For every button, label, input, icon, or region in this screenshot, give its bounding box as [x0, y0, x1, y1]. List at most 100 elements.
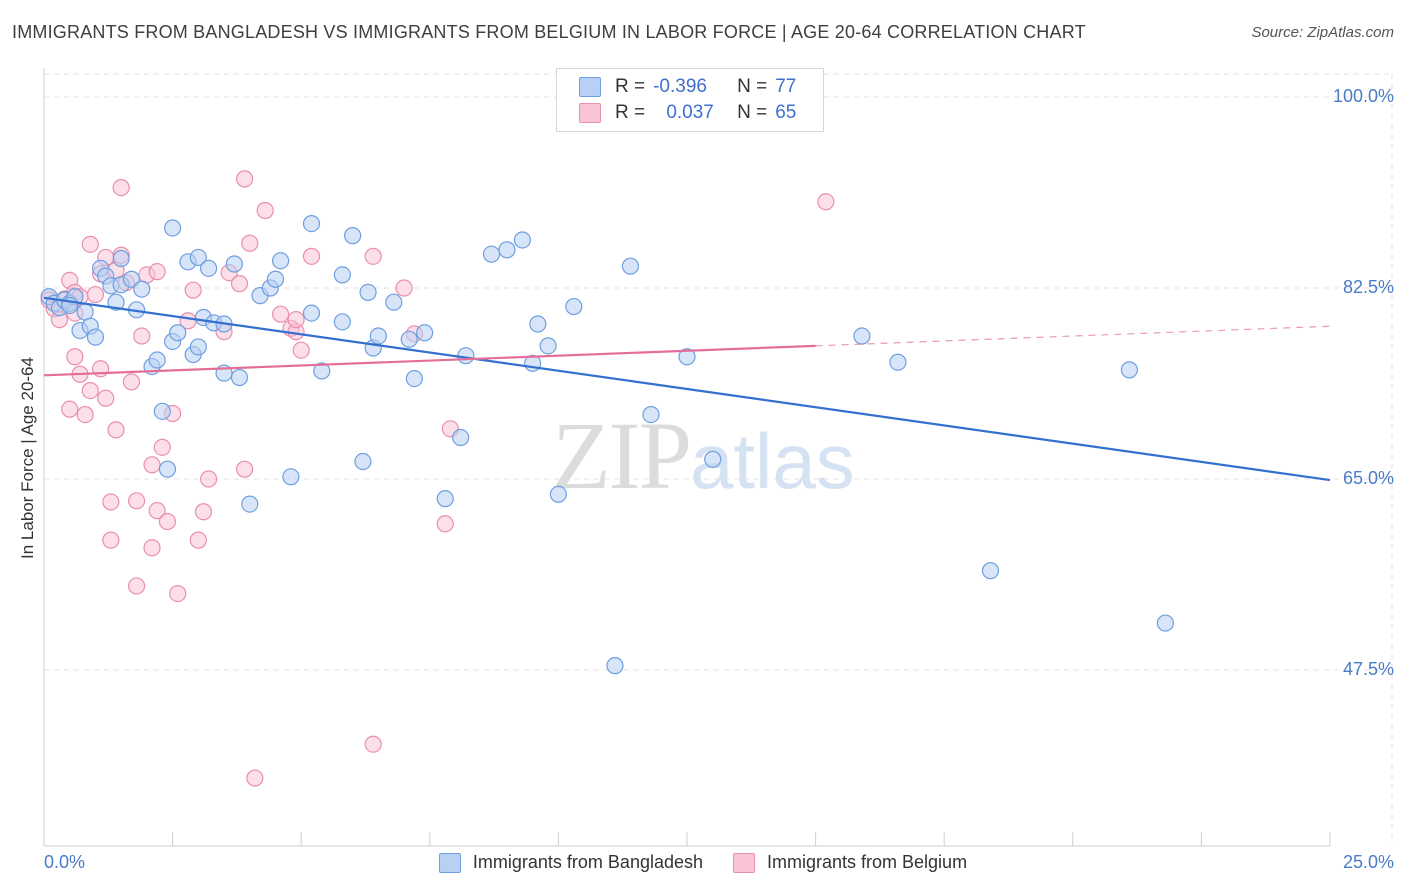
point-bangladesh-55	[400, 330, 418, 348]
point-belgium-48	[246, 769, 264, 787]
series-legend-bangladesh: Immigrants from Bangladesh	[438, 852, 704, 873]
point-belgium-47	[241, 234, 259, 252]
series-bangladesh-points	[40, 215, 1174, 675]
point-bangladesh-47	[333, 266, 351, 284]
legend-row-bangladesh: R = -0.396 N = 77	[579, 75, 796, 99]
point-bangladesh-43	[282, 468, 300, 486]
legend-swatch-bangladesh	[579, 77, 601, 97]
point-bangladesh-21	[148, 351, 166, 369]
point-bangladesh-53	[369, 327, 387, 345]
legend-n-value: 77	[775, 76, 797, 97]
point-belgium-58	[395, 279, 413, 297]
point-belgium-53	[287, 311, 305, 329]
point-bangladesh-73	[853, 327, 871, 345]
point-belgium-31	[143, 456, 161, 474]
legend-r-value: -0.396	[653, 76, 707, 97]
legend-swatch-belgium	[579, 103, 601, 123]
point-belgium-8	[61, 400, 79, 418]
point-bangladesh-75	[981, 562, 1000, 580]
point-belgium-46	[236, 460, 254, 478]
point-bangladesh-26	[169, 324, 187, 342]
y-tick-65: 65.0%	[1342, 468, 1394, 488]
point-bangladesh-72	[678, 348, 696, 366]
series-legend: Immigrants from Bangladesh Immigrants fr…	[0, 852, 1406, 873]
point-bangladesh-74	[889, 353, 907, 371]
series-belgium-points	[40, 170, 835, 787]
point-bangladesh-63	[513, 231, 531, 249]
point-bangladesh-32	[200, 259, 218, 277]
point-bangladesh-38	[241, 495, 259, 513]
x-tick-min: 0.0%	[44, 852, 86, 872]
point-belgium-25	[122, 373, 141, 391]
point-belgium-41	[194, 503, 213, 521]
point-bangladesh-78	[704, 450, 722, 468]
point-bangladesh-69	[606, 657, 624, 675]
point-bangladesh-16	[112, 249, 130, 268]
point-belgium-20	[102, 493, 120, 511]
point-belgium-35	[158, 512, 177, 531]
series-name-belgium: Immigrants from Belgium	[767, 852, 968, 872]
point-belgium-13	[81, 235, 99, 253]
point-bangladesh-60	[457, 347, 475, 365]
y-tick-100: 100.0%	[1332, 86, 1394, 106]
point-belgium-28	[133, 327, 151, 345]
point-bangladesh-25	[164, 219, 182, 237]
point-belgium-40	[189, 531, 207, 549]
point-bangladesh-68	[565, 297, 583, 316]
point-bangladesh-19	[133, 280, 151, 298]
point-bangladesh-71	[642, 406, 660, 424]
point-bangladesh-51	[359, 283, 377, 301]
point-belgium-33	[148, 502, 166, 520]
point-belgium-11	[76, 406, 94, 424]
point-bangladesh-23	[158, 460, 177, 478]
point-bangladesh-30	[189, 248, 207, 267]
point-bangladesh-49	[344, 227, 362, 245]
series-legend-belgium: Immigrants from Belgium	[733, 852, 967, 873]
point-belgium-60	[436, 515, 454, 533]
point-bangladesh-44	[302, 304, 321, 322]
point-belgium-30	[143, 539, 161, 557]
legend-row-belgium: R = 0.037 N = 65	[579, 101, 796, 125]
axes	[43, 68, 1331, 847]
chart-title: IMMIGRANTS FROM BANGLADESH VS IMMIGRANTS…	[12, 22, 1086, 42]
point-belgium-42	[200, 470, 218, 488]
trend-lines	[43, 296, 1331, 482]
legend-n-label: N =	[737, 102, 768, 123]
point-bangladesh-46	[313, 362, 331, 380]
point-bangladesh-62	[498, 241, 516, 259]
point-bangladesh-61	[482, 245, 501, 263]
point-belgium-64	[236, 170, 254, 188]
point-bangladesh-22	[153, 402, 171, 420]
trend-line-belgium-extension	[815, 325, 1331, 347]
y-tick-82-5: 82.5%	[1342, 277, 1394, 297]
series-swatch-belgium	[733, 852, 756, 873]
trend-line-bangladesh	[43, 296, 1331, 482]
point-belgium-62	[817, 193, 835, 211]
point-bangladesh-66	[539, 337, 557, 355]
point-belgium-12	[81, 381, 99, 400]
point-belgium-50	[272, 305, 290, 323]
point-bangladesh-7	[76, 303, 94, 321]
point-bangladesh-48	[333, 313, 351, 331]
legend-n-label: N =	[737, 76, 768, 97]
point-belgium-39	[184, 281, 202, 299]
point-bangladesh-37	[230, 368, 249, 387]
point-bangladesh-57	[416, 324, 434, 342]
y-axis-label: In Labor Force | Age 20-64	[18, 357, 37, 559]
point-belgium-26	[127, 492, 146, 510]
point-belgium-37	[169, 584, 187, 603]
point-bangladesh-58	[436, 490, 454, 508]
legend-n-value: 65	[775, 102, 797, 123]
point-bangladesh-42	[272, 252, 290, 270]
y-tick-47-5: 47.5%	[1342, 659, 1394, 679]
point-bangladesh-54	[385, 293, 403, 311]
source-label: Source: ZipAtlas.com	[1251, 24, 1394, 41]
point-bangladesh-14	[107, 293, 125, 311]
series-name-bangladesh: Immigrants from Bangladesh	[472, 852, 704, 872]
point-bangladesh-65	[529, 315, 547, 333]
point-belgium-9	[66, 348, 84, 366]
legend-r-label: R =	[615, 76, 646, 97]
point-belgium-32	[148, 263, 166, 281]
x-tick-max: 25.0%	[1342, 852, 1394, 872]
